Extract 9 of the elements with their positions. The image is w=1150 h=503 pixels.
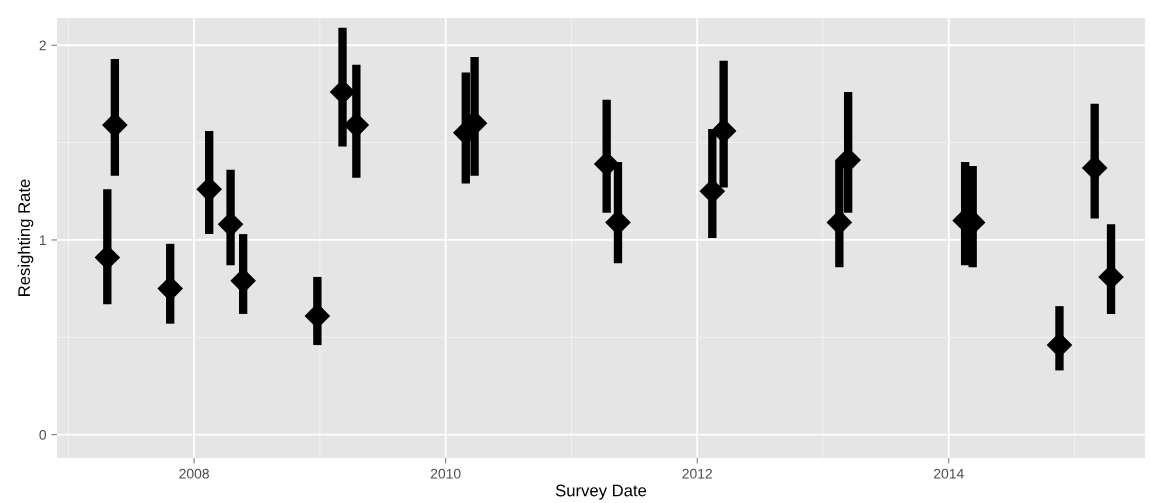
x-tick-label: 2014 xyxy=(934,468,964,479)
y-tick-label: 1 xyxy=(39,235,46,245)
y-tick-label: 2 xyxy=(39,40,46,51)
x-tick-label: 2012 xyxy=(682,468,712,479)
y-axis-title: Resighting Rate xyxy=(17,179,34,296)
x-tick-label: 2010 xyxy=(430,468,461,479)
y-tick-label: 0 xyxy=(39,429,47,440)
x-axis-title: Survey Date xyxy=(555,484,647,500)
x-tick-label: 2008 xyxy=(179,468,209,479)
